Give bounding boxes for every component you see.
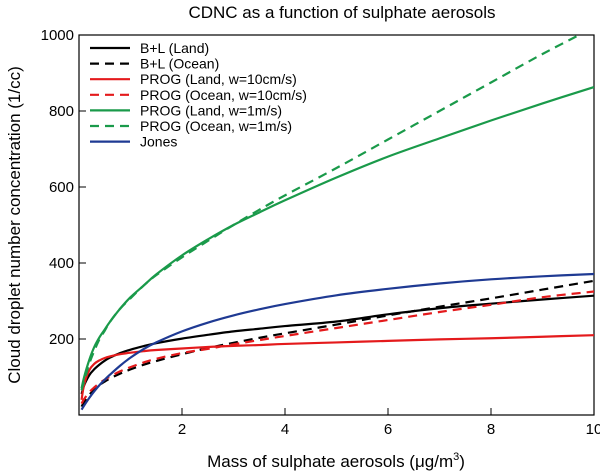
legend-label: PROG (Land, w=1m/s) bbox=[140, 102, 282, 118]
series-line-0 bbox=[80, 294, 594, 395]
plot-frame bbox=[78, 34, 595, 416]
y-axis: 200 400 600 800 1000 bbox=[41, 27, 86, 348]
x-tick-label: 4 bbox=[281, 421, 289, 438]
y-tick-label: 800 bbox=[49, 103, 74, 120]
legend-label: B+L (Ocean) bbox=[140, 56, 219, 72]
legend-label: PROG (Ocean, w=10cm/s) bbox=[140, 87, 307, 103]
legend-label: Jones bbox=[140, 134, 177, 150]
chart-title: CDNC as a function of sulphate aerosols bbox=[188, 3, 495, 22]
legend-label: PROG (Land, w=10cm/s) bbox=[140, 71, 297, 87]
series-line-4 bbox=[80, 86, 594, 389]
legend: B+L (Land)B+L (Ocean)PROG (Land, w=10cm/… bbox=[90, 40, 307, 150]
x-tick-label: 8 bbox=[487, 421, 495, 438]
series-line-5 bbox=[80, 35, 582, 391]
x-tick-label: 10 bbox=[586, 421, 600, 438]
y-tick-label: 200 bbox=[49, 331, 74, 348]
legend-label: PROG (Ocean, w=1m/s) bbox=[140, 118, 292, 134]
y-axis-label: Cloud droplet number concentration (1/cc… bbox=[5, 66, 24, 384]
series-line-6 bbox=[80, 272, 594, 411]
legend-label: B+L (Land) bbox=[140, 40, 209, 56]
y-tick-label: 600 bbox=[49, 179, 74, 196]
x-tick-label: 2 bbox=[178, 421, 186, 438]
x-axis-label: Mass of sulphate aerosols (μg/m3) bbox=[207, 451, 465, 471]
x-tick-label: 6 bbox=[384, 421, 392, 438]
series-line-1 bbox=[80, 279, 594, 408]
x-axis: 2 4 6 8 10 bbox=[178, 408, 600, 438]
y-tick-label: 1000 bbox=[41, 27, 74, 44]
series-line-2 bbox=[80, 334, 594, 400]
series-line-3 bbox=[80, 290, 594, 405]
y-tick-label: 400 bbox=[49, 255, 74, 272]
plot-lines bbox=[80, 35, 594, 411]
